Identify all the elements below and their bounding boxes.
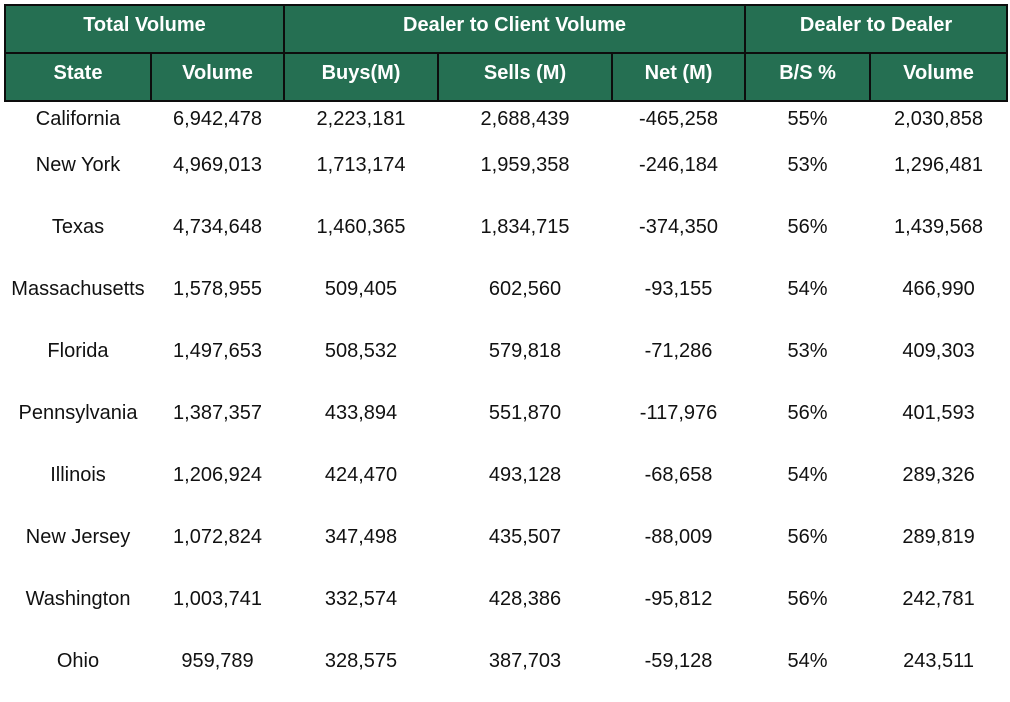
group-header-row: Total Volume Dealer to Client Volume Dea… <box>3 4 1009 54</box>
volume-table: Total Volume Dealer to Client Volume Dea… <box>3 4 1009 697</box>
table-row: New York 4,969,013 1,713,174 1,959,358 -246,… <box>5 139 1007 201</box>
state-cell: Texas <box>51 215 105 238</box>
table-row: Washington 1,003,741 332,574 428,386 -95,812… <box>5 573 1007 635</box>
state-cell: Ohio <box>56 649 100 672</box>
total-volume-cell: 6,942,478 <box>173 108 262 130</box>
column-header-bs-percent: B/S % <box>744 52 872 102</box>
table-body: California 6,942,478 2,223,181 2,688,439 -46… <box>5 101 1007 697</box>
buys-cell: 2,223,181 <box>316 108 406 130</box>
group-header-total-volume: Total Volume <box>3 4 286 54</box>
state-cell: Florida <box>47 339 109 362</box>
bs-percent-cell: 54% <box>787 649 828 672</box>
sells-cell: 1,959,358 <box>480 153 570 176</box>
bs-percent-cell: 55% <box>787 108 828 130</box>
column-header-net: Net (M) <box>611 52 747 102</box>
total-volume-cell: 1,578,955 <box>173 277 262 300</box>
state-cell: California <box>35 108 121 130</box>
table-row: Florida 1,497,653 508,532 579,818 -71,286 53%… <box>5 325 1007 387</box>
table-row: Ohio 959,789 328,575 387,703 -59,128 54% 243,5… <box>5 635 1007 697</box>
dealer-volume-cell: 289,326 <box>902 463 975 486</box>
dealer-volume-cell: 1,439,568 <box>894 215 984 238</box>
dealer-volume-cell: 466,990 <box>902 277 975 300</box>
dealer-volume-cell: 1,296,481 <box>894 153 984 176</box>
state-cell: Washington <box>25 587 131 610</box>
table-row: Illinois 1,206,924 424,470 493,128 -68,658 54… <box>5 449 1007 511</box>
net-cell: -59,128 <box>644 649 713 672</box>
table-row: California 6,942,478 2,223,181 2,688,439 -46… <box>5 101 1007 139</box>
table-row: Massachusetts 1,578,955 509,405 602,560 -93,… <box>5 263 1007 325</box>
net-cell: -95,812 <box>644 587 713 610</box>
bs-percent-cell: 53% <box>787 339 828 362</box>
table-container: Total Volume Dealer to Client Volume Dea… <box>3 4 1009 697</box>
state-cell: New York <box>35 153 121 176</box>
sells-cell: 602,560 <box>488 277 562 300</box>
sells-cell: 387,703 <box>488 649 562 672</box>
dealer-volume-cell: 243,511 <box>903 649 974 672</box>
sells-cell: 579,818 <box>488 339 562 362</box>
table-row: Pennsylvania 1,387,357 433,894 551,870 -117,… <box>5 387 1007 449</box>
buys-cell: 1,460,365 <box>316 215 406 238</box>
net-cell: -68,658 <box>644 463 713 486</box>
buys-cell: 328,575 <box>324 649 398 672</box>
column-header-state: State <box>4 52 152 102</box>
table-row: Texas 4,734,648 1,460,365 1,834,715 -374,350… <box>5 201 1007 263</box>
column-header-row: State Volume Buys(M) Sells (M) Net (M) B… <box>4 52 1009 102</box>
net-cell: -465,258 <box>639 108 718 130</box>
column-header-buys: Buys(M) <box>283 52 440 102</box>
total-volume-cell: 1,072,824 <box>173 525 262 548</box>
state-cell: Massachusetts <box>11 277 145 300</box>
total-volume-cell: 1,003,741 <box>173 587 262 610</box>
net-cell: -88,009 <box>644 525 713 548</box>
buys-cell: 508,532 <box>324 339 398 362</box>
dealer-volume-cell: 2,030,858 <box>894 108 984 130</box>
net-cell: -71,286 <box>644 339 713 362</box>
net-cell: -93,155 <box>644 277 713 300</box>
state-cell: Illinois <box>50 463 106 486</box>
column-header-sells: Sells (M) <box>437 52 614 102</box>
buys-cell: 509,405 <box>324 277 398 300</box>
total-volume-cell: 1,206,924 <box>173 463 262 486</box>
sells-cell: 435,507 <box>488 525 562 548</box>
dealer-volume-cell: 409,303 <box>902 339 975 362</box>
buys-cell: 424,470 <box>324 463 398 486</box>
sells-cell: 493,128 <box>488 463 562 486</box>
sells-cell: 1,834,715 <box>480 215 570 238</box>
bs-percent-cell: 56% <box>787 587 828 610</box>
buys-cell: 1,713,174 <box>316 153 406 176</box>
buys-cell: 332,574 <box>324 587 398 610</box>
bs-percent-cell: 56% <box>787 215 828 238</box>
total-volume-cell: 4,734,648 <box>173 215 262 238</box>
state-cell: Pennsylvania <box>18 401 138 424</box>
sells-cell: 428,386 <box>488 587 562 610</box>
buys-cell: 347,498 <box>324 525 398 548</box>
total-volume-cell: 1,497,653 <box>173 339 262 362</box>
dealer-volume-cell: 289,819 <box>902 525 975 548</box>
bs-percent-cell: 54% <box>787 277 828 300</box>
bs-percent-cell: 54% <box>787 463 828 486</box>
bs-percent-cell: 56% <box>787 401 828 424</box>
table-row: New Jersey 1,072,824 347,498 435,507 -88,009… <box>5 511 1007 573</box>
buys-cell: 433,894 <box>324 401 398 424</box>
sells-cell: 551,870 <box>488 401 562 424</box>
bs-percent-cell: 56% <box>787 525 828 548</box>
net-cell: -374,350 <box>639 215 718 238</box>
group-header-dealer-to-dealer: Dealer to Dealer <box>744 4 1009 54</box>
net-cell: -246,184 <box>639 153 718 176</box>
total-volume-cell: 1,387,357 <box>173 401 262 424</box>
group-header-dealer-to-client: Dealer to Client Volume <box>283 4 747 54</box>
dealer-volume-cell: 401,593 <box>902 401 975 424</box>
column-header-total-volume: Volume <box>149 52 286 102</box>
sells-cell: 2,688,439 <box>480 108 570 130</box>
total-volume-cell: 4,969,013 <box>173 153 262 176</box>
column-header-dealer-volume: Volume <box>869 52 1009 102</box>
dealer-volume-cell: 242,781 <box>902 587 975 610</box>
bs-percent-cell: 53% <box>787 153 828 176</box>
net-cell: -117,976 <box>639 401 718 424</box>
total-volume-cell: 959,789 <box>181 649 254 672</box>
state-cell: New Jersey <box>25 525 131 548</box>
